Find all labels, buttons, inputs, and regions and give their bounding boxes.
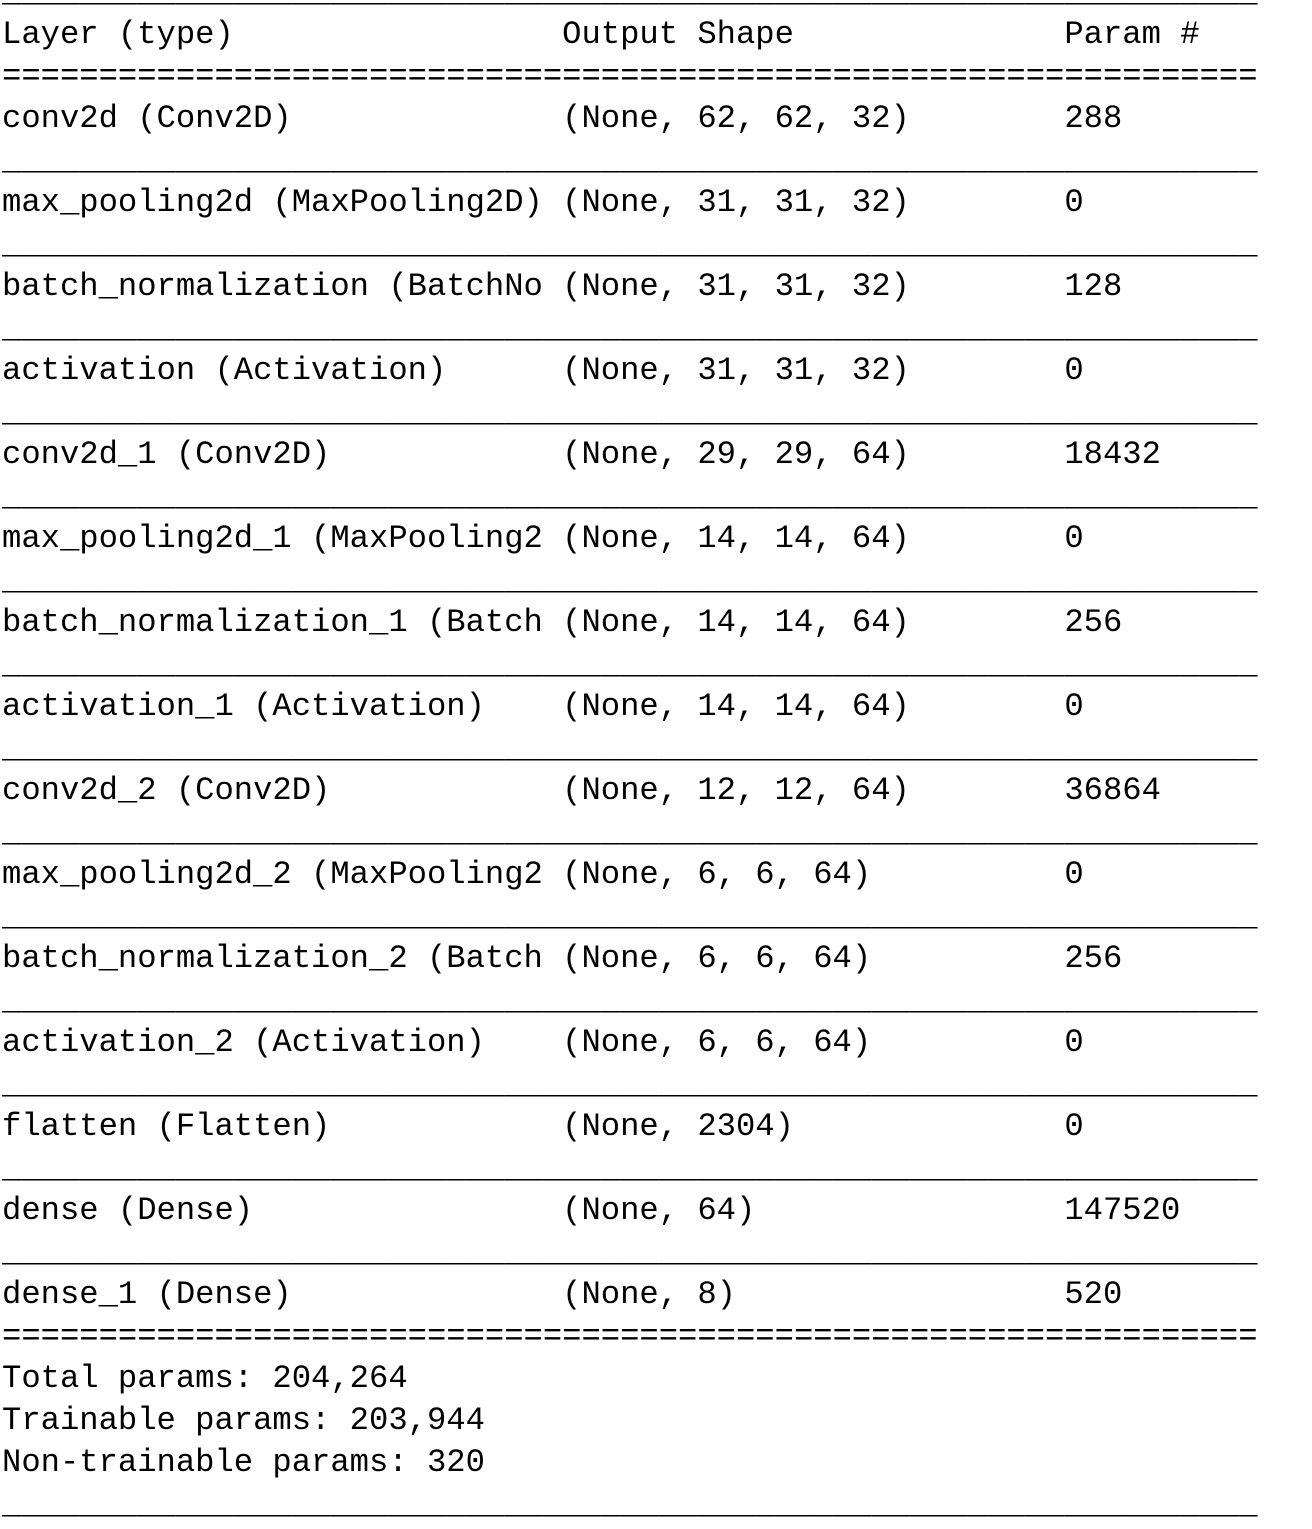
- table-row: batch_normalization_2 (Batch (None, 6, 6,…: [2, 938, 1258, 980]
- param-count: 520: [1064, 1276, 1123, 1313]
- output-shape: (None, 6, 6, 64): [562, 856, 872, 893]
- table-row: activation_1 (Activation) (None, 14, 14, …: [2, 686, 1258, 728]
- table-row: flatten (Flatten) (None, 2304) 0: [2, 1106, 1258, 1148]
- param-count: 0: [1064, 856, 1084, 893]
- layer-name: dense (Dense): [2, 1192, 254, 1229]
- param-count: 18432: [1064, 436, 1161, 473]
- param-count: 0: [1064, 1024, 1084, 1061]
- param-count: 36864: [1064, 772, 1161, 809]
- row-separator: ________________________________________…: [2, 1066, 1258, 1103]
- output-shape: (None, 31, 31, 32): [562, 184, 910, 221]
- layer-name: activation_2 (Activation): [2, 1024, 485, 1061]
- row-separator: ________________________________________…: [2, 394, 1258, 431]
- output-shape: (None, 31, 31, 32): [562, 352, 910, 389]
- row-separator: ________________________________________…: [2, 982, 1258, 1019]
- table-row: max_pooling2d_2 (MaxPooling2 (None, 6, 6,…: [2, 854, 1258, 896]
- table-row: max_pooling2d_1 (MaxPooling2 (None, 14, 1…: [2, 518, 1258, 560]
- footer-double-rule: ========================================…: [2, 1318, 1258, 1355]
- layer-name: max_pooling2d_2 (MaxPooling2: [2, 856, 543, 893]
- output-shape: (None, 29, 29, 64): [562, 436, 910, 473]
- layer-name: conv2d_1 (Conv2D): [2, 436, 331, 473]
- output-shape: (None, 8): [562, 1276, 736, 1313]
- layer-name: batch_normalization_2 (Batch: [2, 940, 543, 977]
- output-shape: Output Shape: [562, 16, 794, 53]
- param-count: 0: [1064, 352, 1084, 389]
- output-shape: (None, 14, 14, 64): [562, 520, 910, 557]
- row-separator: ________________________________________…: [2, 646, 1258, 683]
- layer-name: conv2d_2 (Conv2D): [2, 772, 331, 809]
- output-shape: (None, 6, 6, 64): [562, 1024, 872, 1061]
- row-separator: ________________________________________…: [2, 1234, 1258, 1271]
- output-shape: (None, 12, 12, 64): [562, 772, 910, 809]
- param-count: 288: [1064, 100, 1123, 137]
- layer-name: max_pooling2d (MaxPooling2D): [2, 184, 543, 221]
- param-count: 128: [1064, 268, 1123, 305]
- output-shape: (None, 62, 62, 32): [562, 100, 910, 137]
- row-separator: ________________________________________…: [2, 898, 1258, 935]
- param-count: 256: [1064, 940, 1123, 977]
- table-row: dense (Dense) (None, 64) 147520: [2, 1190, 1258, 1232]
- layer-name: batch_normalization_1 (Batch: [2, 604, 543, 641]
- row-separator: ________________________________________…: [2, 142, 1258, 179]
- row-separator: ________________________________________…: [2, 478, 1258, 515]
- output-shape: (None, 14, 14, 64): [562, 688, 910, 725]
- param-count: Param #: [1064, 16, 1200, 53]
- total-params: Total params: 204,264: [2, 1360, 408, 1397]
- trainable-params: Trainable params: 203,944: [2, 1402, 485, 1439]
- table-row: dense_1 (Dense) (None, 8) 520: [2, 1274, 1258, 1316]
- bottom-rule: ________________________________________…: [2, 1486, 1258, 1523]
- layer-name: flatten (Flatten): [2, 1108, 331, 1145]
- top-rule: ________________________________________…: [2, 0, 1258, 14]
- layer-name: max_pooling2d_1 (MaxPooling2: [2, 520, 543, 557]
- layer-name: Layer (type): [2, 16, 234, 53]
- table-row: batch_normalization (BatchNo (None, 31, 3…: [2, 266, 1258, 308]
- table-row: batch_normalization_1 (Batch (None, 14, 1…: [2, 602, 1258, 644]
- output-shape: (None, 6, 6, 64): [562, 940, 872, 977]
- layer-name: conv2d (Conv2D): [2, 100, 292, 137]
- layer-name: dense_1 (Dense): [2, 1276, 292, 1313]
- output-shape: (None, 14, 14, 64): [562, 604, 910, 641]
- row-separator: ________________________________________…: [2, 226, 1258, 263]
- row-separator: ________________________________________…: [2, 562, 1258, 599]
- row-separator: ________________________________________…: [2, 730, 1258, 767]
- layer-name: activation (Activation): [2, 352, 447, 389]
- output-shape: (None, 31, 31, 32): [562, 268, 910, 305]
- row-separator: ________________________________________…: [2, 814, 1258, 851]
- row-separator: ________________________________________…: [2, 310, 1258, 347]
- layer-name: activation_1 (Activation): [2, 688, 485, 725]
- table-row: conv2d (Conv2D) (None, 62, 62, 32) 288: [2, 98, 1258, 140]
- table-row: max_pooling2d (MaxPooling2D) (None, 31, 3…: [2, 182, 1258, 224]
- param-count: 0: [1064, 184, 1084, 221]
- row-separator: ________________________________________…: [2, 1150, 1258, 1187]
- table-row: activation_2 (Activation) (None, 6, 6, 64…: [2, 1022, 1258, 1064]
- output-shape: (None, 64): [562, 1192, 756, 1229]
- param-count: 147520: [1064, 1192, 1181, 1229]
- table-row: conv2d_2 (Conv2D) (None, 12, 12, 64) 36864: [2, 770, 1258, 812]
- param-count: 256: [1064, 604, 1123, 641]
- output-shape: (None, 2304): [562, 1108, 794, 1145]
- model-summary: ________________________________________…: [2, 0, 1258, 1526]
- table-row: conv2d_1 (Conv2D) (None, 29, 29, 64) 18432: [2, 434, 1258, 476]
- param-count: 0: [1064, 1108, 1084, 1145]
- non-trainable-params: Non-trainable params: 320: [2, 1444, 485, 1481]
- param-count: 0: [1064, 688, 1084, 725]
- header-double-rule: ========================================…: [2, 58, 1258, 95]
- layer-name: batch_normalization (BatchNo: [2, 268, 543, 305]
- header-row: Layer (type) Output Shape Param #: [2, 14, 1258, 56]
- param-count: 0: [1064, 520, 1084, 557]
- table-row: activation (Activation) (None, 31, 31, 32…: [2, 350, 1258, 392]
